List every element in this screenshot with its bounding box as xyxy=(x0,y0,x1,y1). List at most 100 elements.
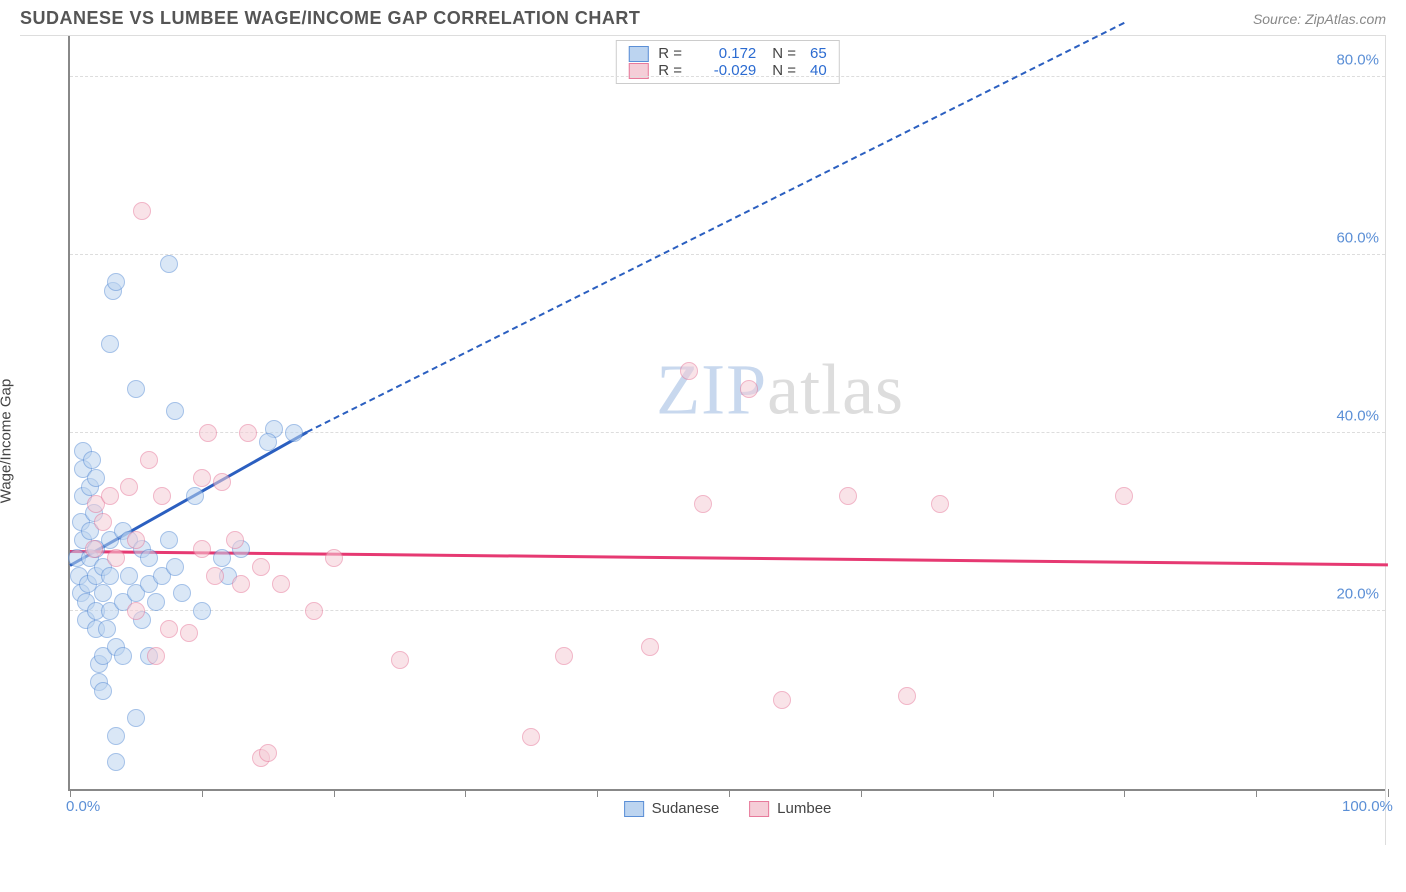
y-tick-label: 80.0% xyxy=(1336,52,1379,69)
data-point xyxy=(186,487,204,505)
data-point xyxy=(140,549,158,567)
watermark: ZIPatlas xyxy=(656,348,904,431)
x-tick xyxy=(597,789,598,797)
legend-swatch xyxy=(628,46,648,62)
data-point xyxy=(898,687,916,705)
data-point xyxy=(180,624,198,642)
legend-series-name: Sudanese xyxy=(652,800,720,817)
chart-container: Wage/Income Gap ZIPatlas R =0.172N =65R … xyxy=(20,35,1386,845)
data-point xyxy=(101,567,119,585)
data-point xyxy=(120,478,138,496)
data-point xyxy=(259,433,277,451)
data-point xyxy=(87,469,105,487)
data-point xyxy=(1115,487,1133,505)
x-tick-label: 100.0% xyxy=(1342,798,1393,815)
data-point xyxy=(127,709,145,727)
legend-item: Sudanese xyxy=(624,800,720,817)
data-point xyxy=(325,549,343,567)
data-point xyxy=(160,255,178,273)
data-point xyxy=(391,651,409,669)
data-point xyxy=(107,549,125,567)
data-point xyxy=(160,531,178,549)
data-point xyxy=(107,753,125,771)
data-point xyxy=(127,531,145,549)
source-label: Source: ZipAtlas.com xyxy=(1253,11,1386,27)
x-tick xyxy=(202,789,203,797)
data-point xyxy=(193,469,211,487)
gridline xyxy=(70,254,1385,255)
r-value: 0.172 xyxy=(696,45,756,62)
legend-swatch xyxy=(624,801,644,817)
data-point xyxy=(160,620,178,638)
data-point xyxy=(259,744,277,762)
gridline xyxy=(70,76,1385,77)
data-point xyxy=(285,424,303,442)
data-point xyxy=(206,567,224,585)
series-legend: Sudanese Lumbee xyxy=(624,800,832,817)
data-point xyxy=(226,531,244,549)
plot-area: ZIPatlas R =0.172N =65R =-0.029N =40 Sud… xyxy=(68,36,1385,791)
x-tick xyxy=(993,789,994,797)
data-point xyxy=(140,451,158,469)
data-point xyxy=(213,549,231,567)
data-point xyxy=(83,451,101,469)
data-point xyxy=(931,495,949,513)
legend-row: R = 0.172 N = 65 xyxy=(628,45,826,62)
data-point xyxy=(199,424,217,442)
data-point xyxy=(173,584,191,602)
n-label: N = xyxy=(772,45,796,62)
data-point xyxy=(147,647,165,665)
data-point xyxy=(305,602,323,620)
data-point xyxy=(133,202,151,220)
data-point xyxy=(839,487,857,505)
data-point xyxy=(641,638,659,656)
data-point xyxy=(107,727,125,745)
n-value: 65 xyxy=(810,45,827,62)
data-point xyxy=(147,593,165,611)
data-point xyxy=(153,487,171,505)
y-axis-label: Wage/Income Gap xyxy=(0,378,15,503)
x-tick xyxy=(334,789,335,797)
y-tick-label: 60.0% xyxy=(1336,230,1379,247)
data-point xyxy=(193,540,211,558)
data-point xyxy=(239,424,257,442)
data-point xyxy=(94,584,112,602)
data-point xyxy=(98,620,116,638)
legend-series-name: Lumbee xyxy=(777,800,831,817)
data-point xyxy=(555,647,573,665)
data-point xyxy=(101,335,119,353)
data-point xyxy=(166,402,184,420)
data-point xyxy=(127,602,145,620)
data-point xyxy=(252,558,270,576)
data-point xyxy=(101,487,119,505)
data-point xyxy=(213,473,231,491)
data-point xyxy=(522,728,540,746)
legend-item: Lumbee xyxy=(749,800,831,817)
data-point xyxy=(272,575,290,593)
data-point xyxy=(94,682,112,700)
data-point xyxy=(166,558,184,576)
x-tick xyxy=(1256,789,1257,797)
legend-swatch xyxy=(749,801,769,817)
r-label: R = xyxy=(658,45,686,62)
data-point xyxy=(740,380,758,398)
data-point xyxy=(85,540,103,558)
y-tick-label: 40.0% xyxy=(1336,408,1379,425)
data-point xyxy=(120,567,138,585)
x-tick xyxy=(861,789,862,797)
data-point xyxy=(694,495,712,513)
x-tick xyxy=(465,789,466,797)
data-point xyxy=(127,380,145,398)
data-point xyxy=(680,362,698,380)
data-point xyxy=(114,647,132,665)
data-point xyxy=(107,273,125,291)
x-tick xyxy=(729,789,730,797)
data-point xyxy=(193,602,211,620)
x-tick-label: 0.0% xyxy=(66,798,100,815)
gridline xyxy=(70,610,1385,611)
data-point xyxy=(773,691,791,709)
data-point xyxy=(94,513,112,531)
y-tick-label: 20.0% xyxy=(1336,586,1379,603)
x-tick xyxy=(70,789,71,797)
x-tick xyxy=(1124,789,1125,797)
